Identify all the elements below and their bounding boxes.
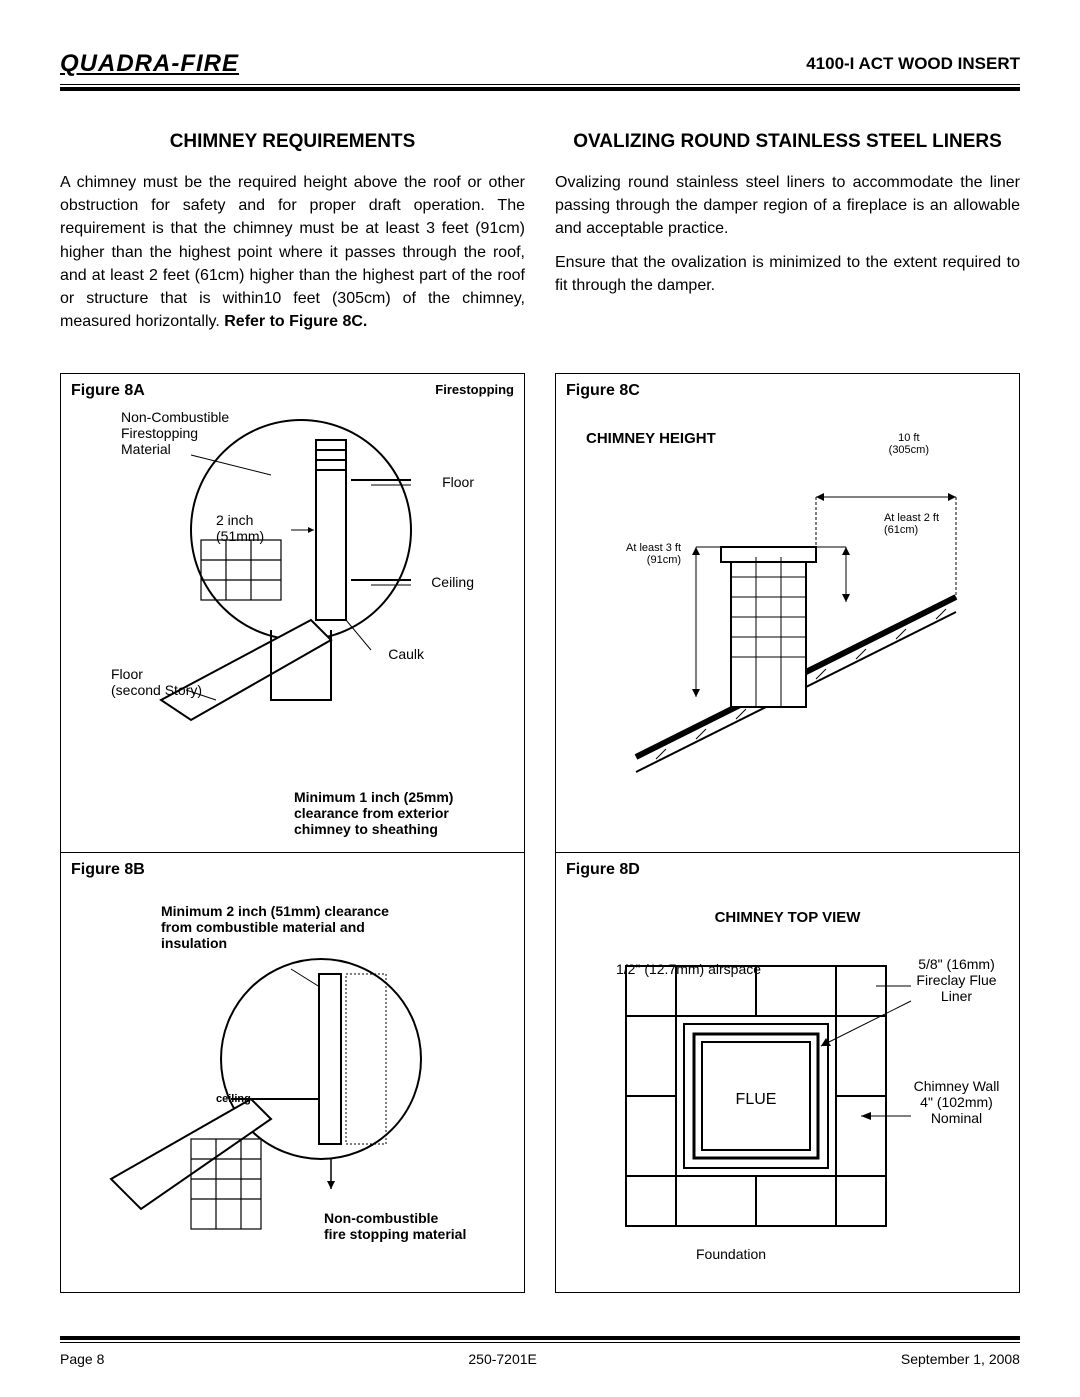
fig8d-foundation: Foundation xyxy=(696,1246,766,1262)
figures-left: Figure 8A Firestopping xyxy=(60,373,525,1293)
fig8a-floor2: Floor (second Story) xyxy=(111,666,202,698)
chimney-req-title: CHIMNEY REQUIREMENTS xyxy=(60,131,525,153)
fig8c-title: CHIMNEY HEIGHT xyxy=(586,430,1009,447)
fig8d-fireclay: 5/8" (16mm) Fireclay Flue Liner xyxy=(909,956,1004,1004)
fig8b-noncomb: Non-combustible fire stopping material xyxy=(324,1210,494,1242)
figures: Figure 8A Firestopping xyxy=(60,373,1020,1293)
fig8b-min2: Minimum 2 inch (51mm) clearance from com… xyxy=(161,903,421,951)
brand-logo: QUADRA-FIRE xyxy=(60,50,239,78)
fig8c-label: Figure 8C xyxy=(566,382,640,399)
fig8c-3ft: At least 3 ft (91cm) xyxy=(626,542,681,566)
fig8a-ceiling: Ceiling xyxy=(431,574,474,590)
footer-date: September 1, 2008 xyxy=(901,1351,1020,1367)
doc-title: 4100-I ACT WOOD INSERT xyxy=(806,54,1020,78)
right-column: OVALIZING ROUND STAINLESS STEEL LINERS O… xyxy=(555,131,1020,333)
left-column: CHIMNEY REQUIREMENTS A chimney must be t… xyxy=(60,131,525,333)
chimney-req-text: A chimney must be the required height ab… xyxy=(60,171,525,333)
fig8c-10ft: 10 ft (305cm) xyxy=(889,432,929,456)
fig8c-diagram xyxy=(566,447,996,847)
figure-8a: Figure 8A Firestopping xyxy=(60,373,525,853)
footer-page: Page 8 xyxy=(60,1351,104,1367)
ovalizing-title: OVALIZING ROUND STAINLESS STEEL LINERS xyxy=(555,131,1020,153)
fig8a-diagram xyxy=(71,400,501,840)
fig8a-noncomb: Non-Combustible Firestopping Material xyxy=(121,409,229,457)
fig8a-2inch: 2 inch (51mm) xyxy=(216,512,264,544)
ovalizing-p1: Ovalizing round stainless steel liners t… xyxy=(555,171,1020,241)
ovalizing-p2: Ensure that the ovalization is minimized… xyxy=(555,251,1020,297)
fig8d-wall: Chimney Wall 4" (102mm) Nominal xyxy=(909,1078,1004,1126)
fig8a-label: Figure 8A xyxy=(71,382,145,400)
page-footer: Page 8 250-7201E September 1, 2008 xyxy=(60,1336,1020,1367)
fig8d-label: Figure 8D xyxy=(566,861,640,878)
fig8d-flue-text: FLUE xyxy=(736,1091,777,1108)
fig8a-floor: Floor xyxy=(442,474,474,490)
fig8c-2ft: At least 2 ft (61cm) xyxy=(884,512,939,536)
fig8d-airspace: 1/2" (12.7mm) airspace xyxy=(616,961,761,977)
fig8b-label: Figure 8B xyxy=(71,861,145,878)
figure-8c: Figure 8C CHIMNEY HEIGHT xyxy=(555,373,1020,853)
figure-8d: Figure 8D CHIMNEY TOP VIEW xyxy=(555,853,1020,1293)
fig8a-min1: Minimum 1 inch (25mm) clearance from ext… xyxy=(294,789,494,837)
figures-right: Figure 8C CHIMNEY HEIGHT xyxy=(555,373,1020,1293)
fig8d-title: CHIMNEY TOP VIEW xyxy=(566,909,1009,926)
page-header: QUADRA-FIRE 4100-I ACT WOOD INSERT xyxy=(60,50,1020,91)
fig8a-firestopping: Firestopping xyxy=(435,382,514,400)
footer-docnum: 250-7201E xyxy=(468,1351,537,1367)
fig8b-ceiling: ceiling xyxy=(216,1093,251,1105)
text-columns: CHIMNEY REQUIREMENTS A chimney must be t… xyxy=(60,131,1020,333)
figure-8b: Figure 8B Minimum 2 inch (51mm) clearanc… xyxy=(60,853,525,1293)
fig8a-caulk: Caulk xyxy=(388,646,424,662)
